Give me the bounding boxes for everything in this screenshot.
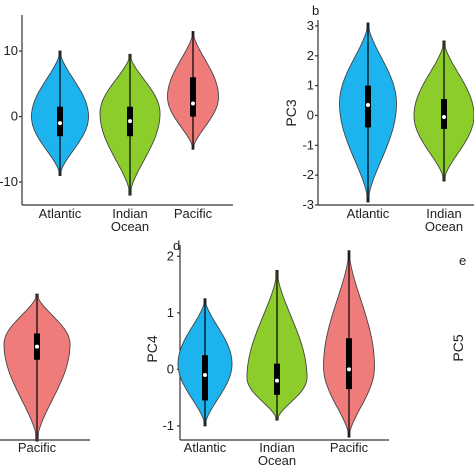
panel-top-left-xtick-label-1: Indian Ocean xyxy=(111,206,149,234)
panel-d-ytick-label-1: 0 xyxy=(167,361,174,376)
panel-d: d PC4 -1 0 1 2 Atlantic Indian Ocean Pacific xyxy=(144,238,389,468)
panel-d-xtick-label-1: Indian Ocean xyxy=(258,440,296,468)
panel-e-letter: e xyxy=(459,253,466,268)
panel-top-left-ytick-label-0: -10 xyxy=(0,174,18,189)
panel-top-left-ytick-label-1: 0 xyxy=(11,109,18,124)
panel-d-xtick-label-0: Atlantic xyxy=(184,440,227,455)
panel-d-ytick-label-0: -1 xyxy=(162,418,174,433)
panel-b: b PC3 -3 -2 -1 0 1 2 3 Atlantic Indian Ocean xyxy=(283,3,474,234)
panel-b-ylabel: PC3 xyxy=(283,99,299,126)
panel-b-median-1 xyxy=(442,114,446,119)
panel-d-box-2 xyxy=(346,338,352,390)
panel-top-left-median-1 xyxy=(128,119,132,124)
panel-b-violin-0 xyxy=(339,22,397,203)
panel-b-xtick-label-1: Indian Ocean xyxy=(425,206,463,234)
panel-d-violin-2 xyxy=(323,250,375,438)
panel-b-ytick-label-3: 0 xyxy=(307,107,314,122)
panel-b-ytick-label-5: 2 xyxy=(307,48,314,63)
panel-b-median-0 xyxy=(366,103,370,108)
panel-d-letter: d xyxy=(173,238,180,253)
panel-bottom-left-xtick-label-0: Pacific xyxy=(18,440,57,455)
panel-bottom-left: Pacific xyxy=(0,293,90,455)
panel-top-left-ytick-label-2: 10 xyxy=(4,43,18,58)
panel-top-left-violin-1 xyxy=(99,53,161,196)
panel-b-xtick-label-0: Atlantic xyxy=(347,206,390,221)
panel-b-ytick-label-1: -2 xyxy=(302,167,314,182)
panel-top-left-violin-0 xyxy=(31,50,89,176)
panel-b-letter: b xyxy=(312,3,319,18)
panel-d-ylabel: PC4 xyxy=(144,335,160,362)
panel-top-left-median-2 xyxy=(191,101,195,106)
panel-d-median-2 xyxy=(347,367,351,372)
panel-e-ylabel: PC5 xyxy=(450,334,466,361)
panel-top-left-box-2 xyxy=(190,77,196,117)
panel-bottom-left-violin-0 xyxy=(3,293,71,442)
panel-d-ytick-label-3: 2 xyxy=(167,248,174,263)
panel-top-left-median-0 xyxy=(58,121,62,126)
panel-d-box-0 xyxy=(202,355,208,401)
panel-b-ytick-label-6: 3 xyxy=(307,18,314,33)
panel-b-ytick-label-0: -3 xyxy=(302,197,314,212)
panel-top-left-xtick-label-0: Atlantic xyxy=(39,206,82,221)
panel-b-box-1 xyxy=(441,99,447,129)
panel-top-left-xtick-label-2: Pacific xyxy=(174,206,213,221)
panel-d-median-1 xyxy=(275,378,279,383)
panel-d-xtick-label-2: Pacific xyxy=(330,440,369,455)
panel-b-violin-1 xyxy=(413,40,474,182)
panel-d-violin-0 xyxy=(177,298,233,427)
panel-b-ytick-label-2: -1 xyxy=(302,137,314,152)
panel-e: e PC5 xyxy=(450,253,466,362)
panel-top-left-violin-2 xyxy=(167,30,219,150)
panel-d-ytick-label-2: 1 xyxy=(167,305,174,320)
panel-d-median-0 xyxy=(203,373,207,377)
panel-d-violin-1 xyxy=(246,269,308,421)
panel-top-left: -10 0 10 Atlantic Indian Ocean Pacific xyxy=(0,15,233,234)
panel-bottom-left-median-0 xyxy=(35,344,39,349)
panel-b-ytick-label-4: 1 xyxy=(307,78,314,93)
